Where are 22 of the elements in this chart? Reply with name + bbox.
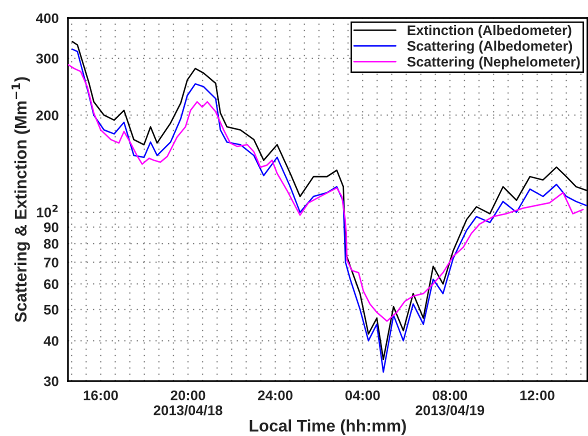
y-tick-label: 70 bbox=[44, 258, 58, 268]
y-tick-label: 50 bbox=[44, 304, 58, 315]
y-tick-label: 40 bbox=[44, 336, 58, 346]
y-tick-label: 300 bbox=[36, 54, 58, 64]
legend-label: Extinction (Albedometer) bbox=[408, 24, 572, 38]
y-axis-title: Scattering & Extinction (Mm$^{−1}$) bbox=[12, 77, 30, 322]
x-tick-label: 16:00 bbox=[84, 390, 118, 400]
x-tick-label: 04:00 bbox=[345, 390, 380, 400]
legend-label: Scattering (Nephelometer) bbox=[407, 56, 580, 70]
legend-label: Scattering (Albedometer) bbox=[407, 40, 572, 54]
x-tick-label: 08:00 2013/04/19 bbox=[416, 390, 484, 416]
y-tick-label: 30 bbox=[44, 376, 58, 386]
x-tick-label: 12:00 bbox=[520, 390, 554, 400]
y-tick-label: 200 bbox=[36, 110, 58, 120]
x-tick-label: 24:00 bbox=[258, 390, 293, 400]
y-tick-label: 60 bbox=[44, 279, 58, 290]
x-axis-title: Local Time (hh:mm) bbox=[250, 419, 406, 435]
y-tick-label: 80 bbox=[44, 238, 58, 249]
y-tick-label: 90 bbox=[44, 222, 58, 232]
y-tick-label: 10$^{2}$ bbox=[37, 204, 58, 218]
x-tick-label: 20:00 2013/04/18 bbox=[154, 390, 222, 416]
y-tick-label: 400 bbox=[36, 13, 58, 24]
